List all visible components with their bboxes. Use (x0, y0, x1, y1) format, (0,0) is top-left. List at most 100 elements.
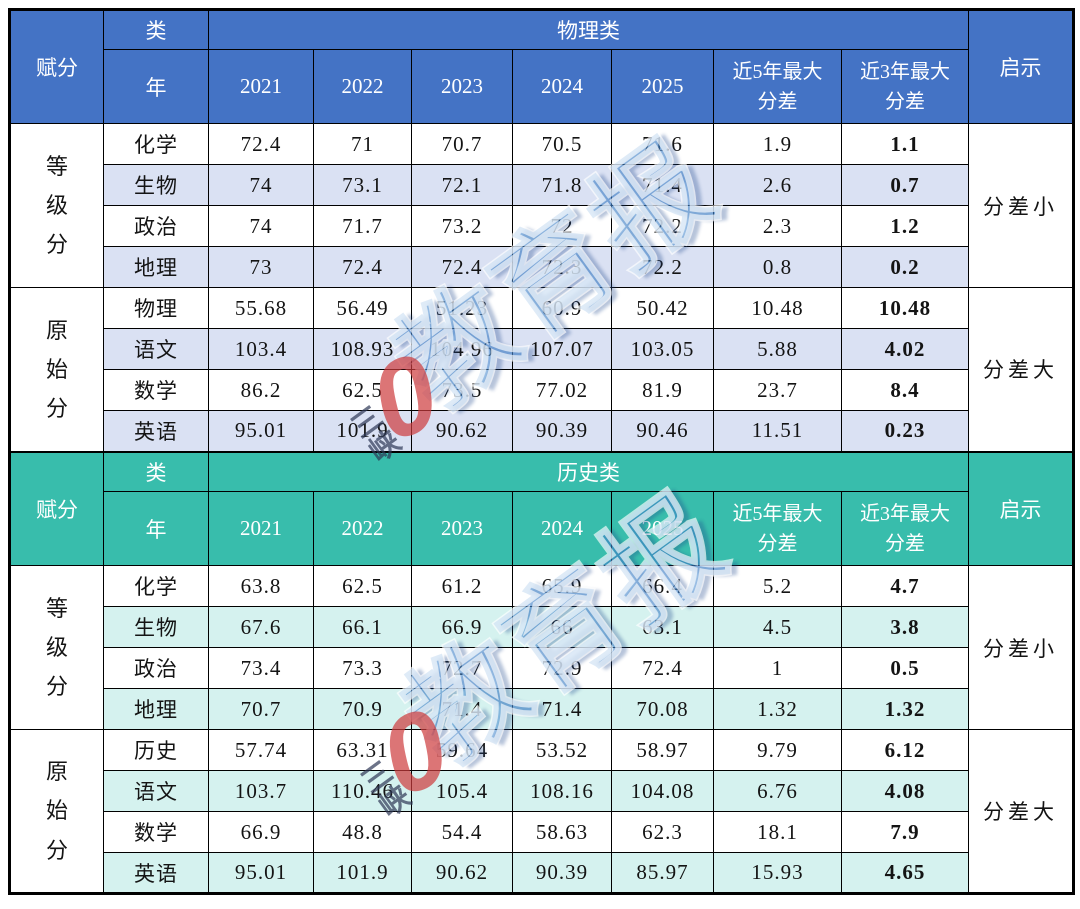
score-cell: 66.9 (411, 606, 513, 648)
diff5-cell: 15.93 (713, 852, 842, 894)
score-cell: 71 (313, 123, 412, 165)
score-cell: 73.4 (208, 647, 314, 689)
score-cell: 62.5 (313, 565, 412, 607)
score-cell: 90.39 (512, 410, 612, 452)
year-header: 2025 (611, 491, 714, 566)
score-cell: 62.5 (313, 369, 412, 411)
group-label-text: 等级分 (45, 153, 68, 258)
row-group-raw-score: 原始分 (9, 729, 104, 894)
score-cell: 72.4 (313, 246, 412, 288)
subject-cell: 历史 (103, 729, 209, 771)
diff5-cell: 0.8 (713, 246, 842, 288)
score-cell: 59.64 (411, 729, 513, 771)
score-cell: 71.7 (313, 205, 412, 247)
score-cell: 54.4 (411, 811, 513, 853)
subject-cell: 物理 (103, 287, 209, 329)
diff5-cell: 5.2 (713, 565, 842, 607)
insight-cell: 分差大 (968, 287, 1075, 452)
diff3-column-header: 近3年最大分差 (840, 49, 970, 124)
score-cell: 70.08 (611, 688, 714, 730)
subject-cell: 语文 (103, 770, 209, 812)
insight-column-header: 启示 (968, 8, 1075, 124)
score-cell: 66.9 (208, 811, 314, 853)
diff3-cell: 4.7 (840, 565, 970, 607)
diff3-cell: 4.02 (840, 328, 970, 370)
group-label-text: 原始分 (45, 317, 68, 421)
score-cell: 53.52 (512, 729, 612, 771)
score-cell: 70.5 (512, 123, 612, 165)
score-cell: 104.08 (611, 770, 714, 812)
score-cell: 104.96 (411, 328, 513, 370)
diff3-cell: 7.9 (840, 811, 970, 853)
score-cell: 86.2 (208, 369, 314, 411)
score-cell: 72.9 (512, 647, 612, 689)
score-cell: 66.4 (611, 565, 714, 607)
score-cell: 74 (208, 205, 314, 247)
score-cell: 71.4 (411, 688, 513, 730)
score-cell: 71.4 (512, 688, 612, 730)
year-header: 2021 (208, 491, 314, 566)
diff5-cell: 11.51 (713, 410, 842, 452)
diff3-cell: 1.1 (840, 123, 970, 165)
score-cell: 65.9 (512, 565, 612, 607)
diff3-cell: 6.12 (840, 729, 970, 771)
score-cell: 73.2 (411, 205, 513, 247)
corner-header-fufen: 赋分 (9, 450, 104, 566)
subject-cell: 地理 (103, 246, 209, 288)
diff3-cell: 0.2 (840, 246, 970, 288)
score-cell: 103.05 (611, 328, 714, 370)
year-header: 2022 (313, 49, 412, 124)
year-row-label: 年 (103, 49, 209, 124)
score-cell: 72.7 (411, 647, 513, 689)
diff3-cell: 8.4 (840, 369, 970, 411)
year-header: 2022 (313, 491, 412, 566)
score-cell: 67.6 (208, 606, 314, 648)
year-header: 2024 (512, 49, 612, 124)
score-cell: 77.02 (512, 369, 612, 411)
score-cell: 107.07 (512, 328, 612, 370)
diff3-cell: 10.48 (840, 287, 970, 329)
score-cell: 71.8 (512, 164, 612, 206)
score-cell: 58.63 (512, 811, 612, 853)
diff5-cell: 1.32 (713, 688, 842, 730)
group-label-text: 原始分 (45, 759, 68, 863)
score-cell: 110.46 (313, 770, 412, 812)
score-cell: 60.9 (512, 287, 612, 329)
score-cell: 63.31 (313, 729, 412, 771)
score-cell: 105.4 (411, 770, 513, 812)
score-cell: 72.1 (411, 164, 513, 206)
year-row-label: 年 (103, 491, 209, 566)
score-cell: 66.1 (313, 606, 412, 648)
diff5-column-header: 近5年最大分差 (713, 491, 842, 566)
score-cell: 81.9 (611, 369, 714, 411)
score-cell: 70.7 (208, 688, 314, 730)
score-cell: 108.93 (313, 328, 412, 370)
row-group-grade-score: 等级分 (9, 123, 104, 288)
diff3-cell: 3.8 (840, 606, 970, 648)
subject-cell: 数学 (103, 369, 209, 411)
year-header: 2024 (512, 491, 612, 566)
score-cell: 61.2 (411, 565, 513, 607)
score-cell: 63.1 (611, 606, 714, 648)
score-cell: 58.97 (611, 729, 714, 771)
diff5-cell: 6.76 (713, 770, 842, 812)
year-header: 2025 (611, 49, 714, 124)
diff3-cell: 0.7 (840, 164, 970, 206)
score-cell: 73.1 (313, 164, 412, 206)
score-cell: 90.62 (411, 852, 513, 894)
score-cell: 72.4 (208, 123, 314, 165)
score-cell: 51.23 (411, 287, 513, 329)
subject-cell: 英语 (103, 410, 209, 452)
diff5-cell: 23.7 (713, 369, 842, 411)
score-cell: 57.74 (208, 729, 314, 771)
score-cell: 72 (512, 205, 612, 247)
score-cell: 90.62 (411, 410, 513, 452)
score-cell: 72.2 (611, 205, 714, 247)
diff3-cell: 0.23 (840, 410, 970, 452)
row-group-grade-score: 等级分 (9, 565, 104, 730)
score-cell: 48.8 (313, 811, 412, 853)
row-group-raw-score: 原始分 (9, 287, 104, 452)
score-cell: 72.4 (611, 647, 714, 689)
score-cell: 90.39 (512, 852, 612, 894)
